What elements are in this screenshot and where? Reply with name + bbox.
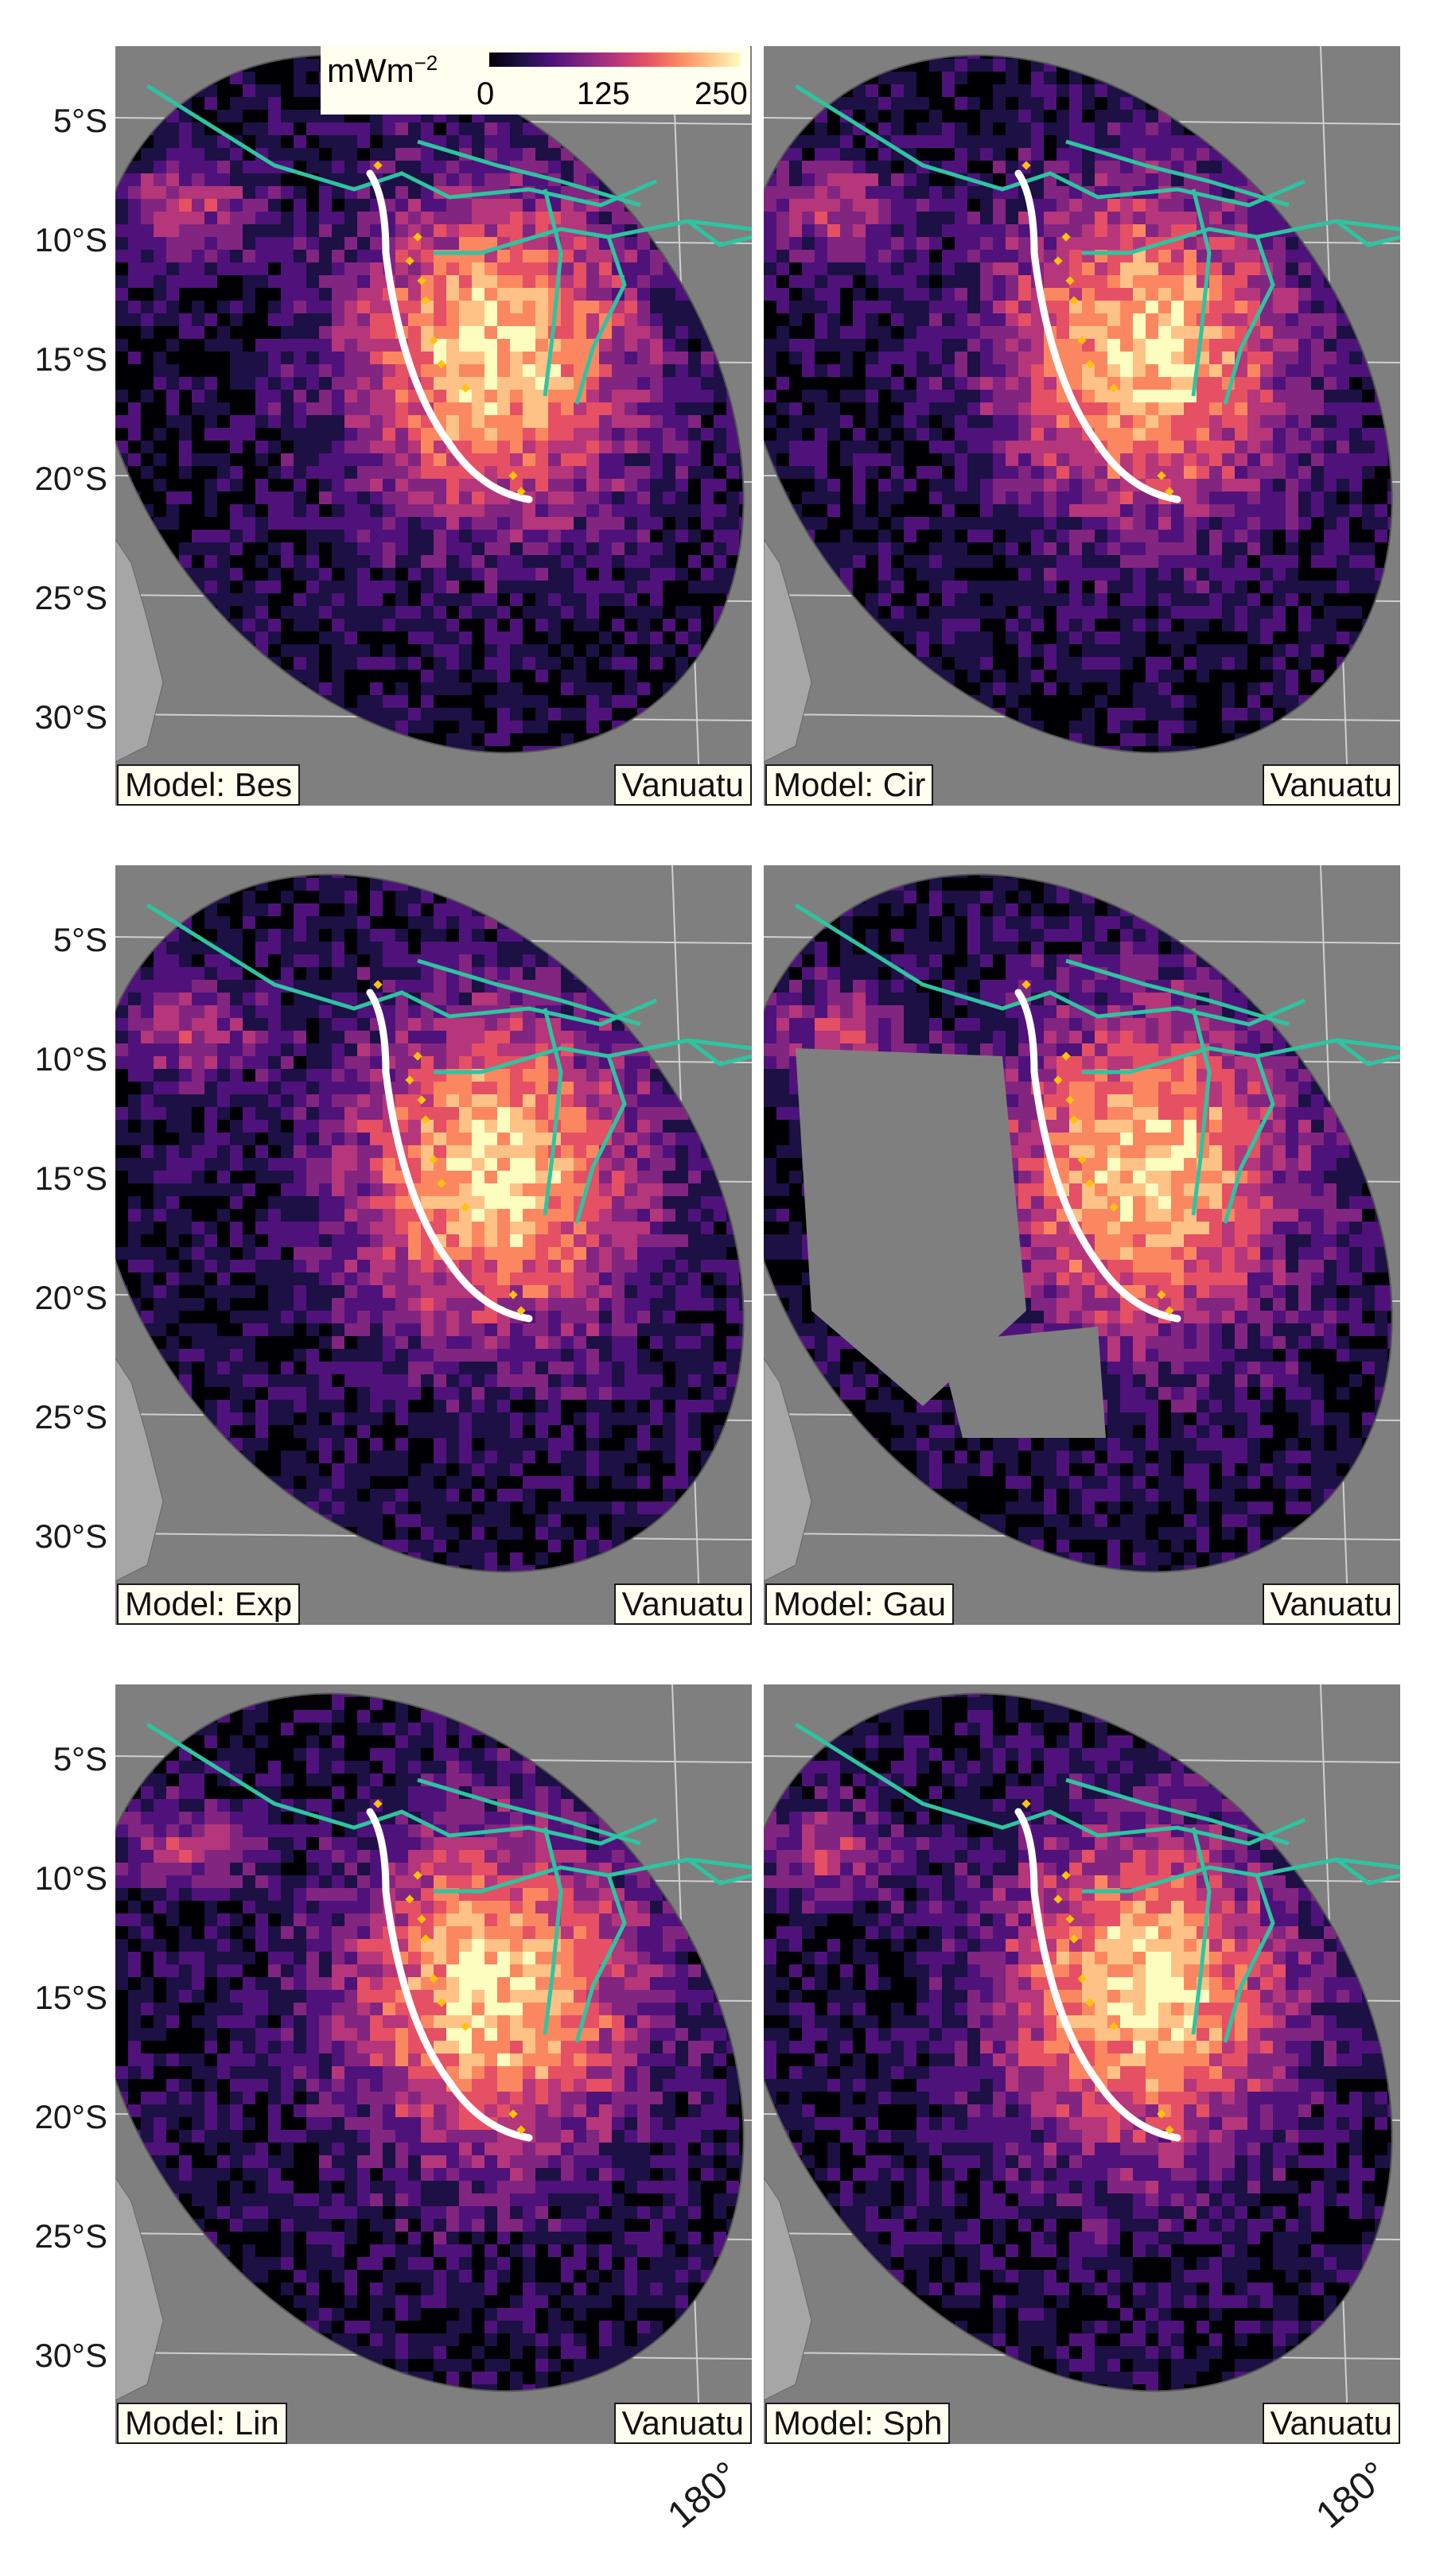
map-panel-exp: Model: Exp Vanuatu [115, 865, 752, 1625]
model-label: Model: Bes [117, 764, 301, 806]
volcano-markers [1021, 980, 1174, 1315]
lat-label-30s: 30°S [34, 2337, 107, 2374]
domain-outline [764, 1692, 1393, 2392]
model-label: Model: Exp [117, 1583, 301, 1625]
map-panel-lin: Model: Lin Vanuatu [115, 1684, 752, 2444]
missing-data-region [796, 1048, 1106, 1438]
model-label: Model: Lin [117, 2403, 287, 2444]
domain-outline [764, 873, 1393, 1573]
plate-boundaries [146, 84, 752, 405]
lat-label-10s: 10°S [34, 1859, 107, 1897]
vanuatu-trench [1014, 989, 1181, 1323]
lat-label-25s: 25°S [34, 1398, 107, 1436]
land-polygons [764, 538, 812, 763]
lat-label-5s: 5°S [53, 921, 107, 958]
lat-label-25s: 25°S [34, 2217, 107, 2255]
map-panel-gau: Model: Gau Vanuatu [764, 865, 1400, 1625]
colorbar-gradient [489, 52, 741, 67]
lat-label-10s: 10°S [34, 221, 107, 258]
vanuatu-trench [366, 989, 533, 1323]
lat-label-10s: 10°S [34, 1040, 107, 1078]
volcano-markers [373, 161, 526, 496]
lon-label-180-left: 180° [660, 2454, 748, 2537]
region-label: Vanuatu [1262, 764, 1400, 806]
region-label: Vanuatu [613, 764, 752, 806]
plate-boundaries [794, 903, 1400, 1224]
colorbar-unit: mWm−2 [327, 51, 438, 89]
domain-outline [115, 1692, 745, 2392]
lat-label-30s: 30°S [34, 698, 107, 736]
plate-boundaries [146, 903, 752, 1224]
volcano-markers [373, 1799, 526, 2135]
plate-boundaries [794, 84, 1400, 405]
volcano-markers [1021, 1799, 1174, 2135]
lat-label-20s: 20°S [34, 460, 107, 497]
map-panel-sph: Model: Sph Vanuatu [764, 1684, 1400, 2444]
region-label: Vanuatu [613, 1583, 752, 1625]
lat-label-15s: 15°S [34, 340, 107, 378]
vanuatu-trench [1014, 169, 1181, 503]
colorbar-tick-0: 0 [477, 76, 495, 111]
land-polygons [764, 2177, 812, 2401]
vanuatu-trench [366, 169, 533, 503]
domain-outline [764, 54, 1393, 754]
lat-label-5s: 5°S [53, 1740, 107, 1778]
map-panel-cir: Model: Cir Vanuatu [764, 46, 1400, 806]
plate-boundaries [794, 1722, 1400, 2043]
model-label: Model: Sph [765, 2403, 951, 2444]
land-polygons [115, 1358, 164, 1582]
colorbar-tick-250: 250 [695, 76, 748, 111]
lat-label-5s: 5°S [53, 102, 107, 139]
volcano-markers [1021, 161, 1174, 496]
domain-outline [115, 873, 745, 1573]
lat-label-30s: 30°S [34, 1517, 107, 1555]
region-label: Vanuatu [613, 2403, 752, 2444]
model-label: Model: Gau [765, 1583, 955, 1625]
domain-outline [115, 54, 745, 754]
vanuatu-trench [366, 1808, 533, 2142]
volcano-markers [373, 980, 526, 1315]
map-panel-bes: Model: Bes Vanuatu [115, 46, 752, 806]
colorbar-legend: mWm−2 0 125 250 [321, 46, 750, 115]
region-label: Vanuatu [1262, 1583, 1400, 1625]
plate-boundaries [146, 1722, 752, 2043]
colorbar-tick-125: 125 [577, 76, 630, 111]
lat-label-15s: 15°S [34, 1160, 107, 1197]
land-polygons [115, 538, 164, 763]
lat-label-20s: 20°S [34, 1279, 107, 1316]
land-polygons [115, 2177, 164, 2401]
land-polygons [764, 1358, 812, 1582]
vanuatu-trench [1014, 1808, 1181, 2142]
lat-label-25s: 25°S [34, 579, 107, 616]
lon-label-180-right: 180° [1308, 2454, 1396, 2537]
lat-label-15s: 15°S [34, 1979, 107, 2016]
lat-label-20s: 20°S [34, 2098, 107, 2135]
region-label: Vanuatu [1262, 2403, 1400, 2444]
model-label: Model: Cir [765, 764, 934, 806]
